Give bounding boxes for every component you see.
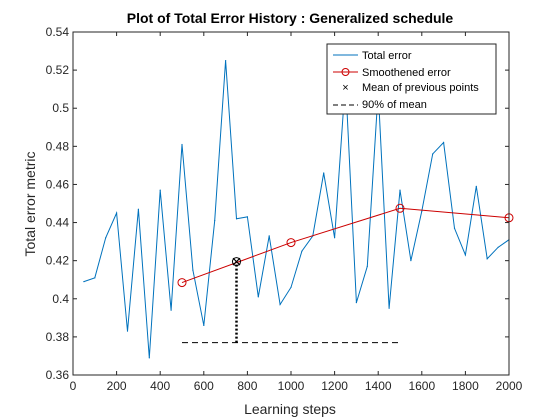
- x-tick-label: 800: [237, 379, 257, 393]
- data-point-total-error: [137, 208, 139, 210]
- data-point-total-error: [366, 265, 368, 267]
- y-tick-label: 0.42: [46, 254, 70, 268]
- x-tick-label: 1600: [408, 379, 435, 393]
- data-point-total-error: [181, 143, 183, 146]
- data-point-total-error: [453, 227, 456, 229]
- data-point-total-error: [214, 220, 216, 222]
- y-tick-label: 0.44: [46, 216, 70, 230]
- series-line-total-error: [83, 60, 510, 358]
- legend: Total error Smoothened error × Mean of p…: [326, 43, 497, 115]
- data-point-total-error: [323, 172, 325, 174]
- x-tick-label: 600: [194, 379, 214, 393]
- data-point-total-error: [94, 277, 96, 279]
- data-point-total-error: [410, 260, 412, 262]
- data-point-total-error: [486, 258, 488, 260]
- axes: 0 200 400 600 800 1000 1200 1400 1600 1800 2000 0.3…: [46, 25, 523, 393]
- data-point-total-error: [235, 218, 238, 220]
- y-tick-label: 0.36: [46, 368, 70, 382]
- legend-label-smoothened-error: Smoothened error: [362, 67, 451, 79]
- marker-smoothened-error: [286, 238, 296, 248]
- legend-marker-smoothened-error: [341, 68, 350, 76]
- y-tick-label: 0.4: [52, 292, 69, 306]
- y-axis-label: Total error metric: [22, 151, 38, 256]
- data-point-total-error: [192, 269, 194, 271]
- y-tick-label: 0.54: [46, 25, 70, 39]
- data-point-total-error: [246, 216, 248, 218]
- data-point-total-error: [83, 281, 85, 283]
- series-line-smoothened-error: [181, 207, 510, 284]
- data-point-total-error: [257, 296, 259, 298]
- data-point-total-error: [399, 189, 401, 191]
- x-tick-label: 400: [150, 379, 170, 393]
- y-tick-label: 0.52: [46, 63, 70, 77]
- legend-label-mean: Mean of previous points: [362, 82, 479, 94]
- data-point-total-error: [301, 250, 303, 252]
- data-point-total-error: [388, 307, 390, 309]
- data-point-total-error: [475, 185, 477, 187]
- y-tick-label: 0.46: [46, 177, 70, 191]
- marker-smoothened-error: [395, 203, 405, 213]
- data-point-total-error: [203, 324, 205, 327]
- data-point-total-error: [116, 212, 118, 214]
- chart-title: Plot of Total Error History : Generalize…: [127, 10, 454, 26]
- x-tick-label: 1800: [452, 379, 479, 393]
- data-point-total-error: [421, 210, 423, 212]
- data-point-total-error: [105, 237, 107, 239]
- x-tick-label: 1400: [365, 379, 392, 393]
- legend-label-total-error: Total error: [362, 50, 412, 62]
- data-point-total-error: [279, 303, 281, 306]
- data-point-total-error: [432, 153, 434, 155]
- data-point-total-error: [225, 59, 227, 62]
- y-tick-label: 0.5: [52, 101, 69, 115]
- x-tick-label: 0: [70, 379, 77, 393]
- data-point-total-error: [290, 286, 292, 288]
- y-tick-label: 0.48: [46, 139, 70, 153]
- legend-box: [326, 43, 497, 115]
- data-point-total-error: [355, 301, 357, 304]
- x-tick-label: 1200: [321, 379, 348, 393]
- legend-marker-mean: ×: [342, 82, 348, 94]
- legend-label-ninety-percent: 90% of mean: [362, 99, 427, 111]
- data-point-total-error: [170, 309, 172, 311]
- data-point-total-error: [148, 357, 150, 359]
- x-tick-label: 1000: [278, 379, 305, 393]
- y-tick-label: 0.38: [46, 330, 70, 344]
- data-point-total-error: [443, 141, 445, 144]
- x-axis-label: Learning steps: [244, 401, 336, 417]
- marker-smoothened-error: [177, 278, 187, 288]
- data-point-total-error: [126, 330, 129, 332]
- data-point-total-error: [464, 254, 466, 256]
- marker-ring-mean-of-previous-points: [232, 257, 241, 267]
- x-tick-label: 200: [107, 379, 127, 393]
- data-point-total-error: [159, 189, 161, 191]
- data-point-total-error: [334, 237, 336, 239]
- data-point-total-error: [268, 235, 270, 237]
- x-tick-label: 2000: [496, 379, 523, 393]
- data-point-total-error: [497, 246, 499, 248]
- marker-x-mean-of-previous-points: [232, 257, 241, 266]
